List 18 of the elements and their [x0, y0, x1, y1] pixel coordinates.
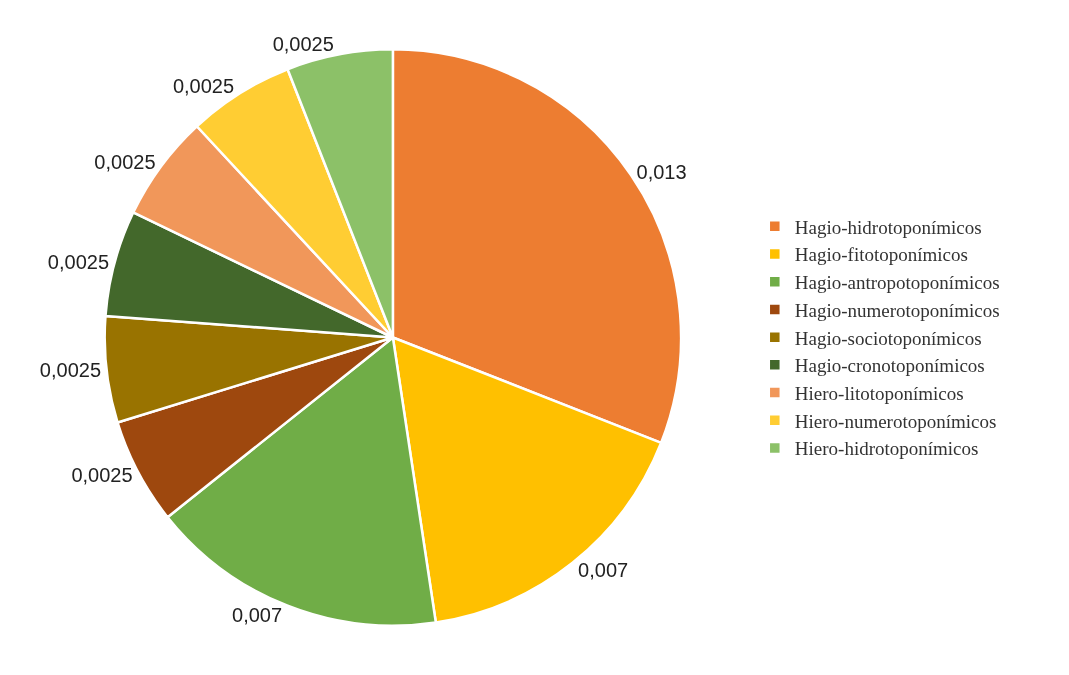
legend-label: Hagio-cronotoponímicos: [794, 355, 985, 377]
data-label: 0,007: [232, 604, 283, 627]
data-label: 0,0025: [39, 358, 101, 381]
data-label: 0,0025: [272, 32, 334, 55]
data-label: 0,0025: [47, 251, 110, 274]
legend-label: Hagio-numerotoponímicos: [794, 299, 1000, 321]
data-label: 0,007: [578, 558, 629, 581]
legend-label: Hagio-sociotoponímicos: [794, 327, 982, 349]
data-label: 0,013: [636, 160, 687, 183]
legend-label: Hiero-numerotoponímicos: [794, 410, 997, 432]
data-label: 0,0025: [71, 463, 133, 486]
legend-label: Hagio-antropotoponímicos: [794, 272, 1000, 294]
legend-label: Hagio-fitotoponímicos: [794, 244, 968, 266]
data-label: 0,0025: [172, 74, 235, 97]
legend-label: Hiero-hidrotoponímicos: [794, 438, 979, 460]
legend-label: Hiero-litotoponímicos: [794, 382, 964, 404]
data-label: 0,0025: [94, 151, 156, 174]
legend-label: Hagio-hidrotoponímicos: [794, 216, 982, 238]
